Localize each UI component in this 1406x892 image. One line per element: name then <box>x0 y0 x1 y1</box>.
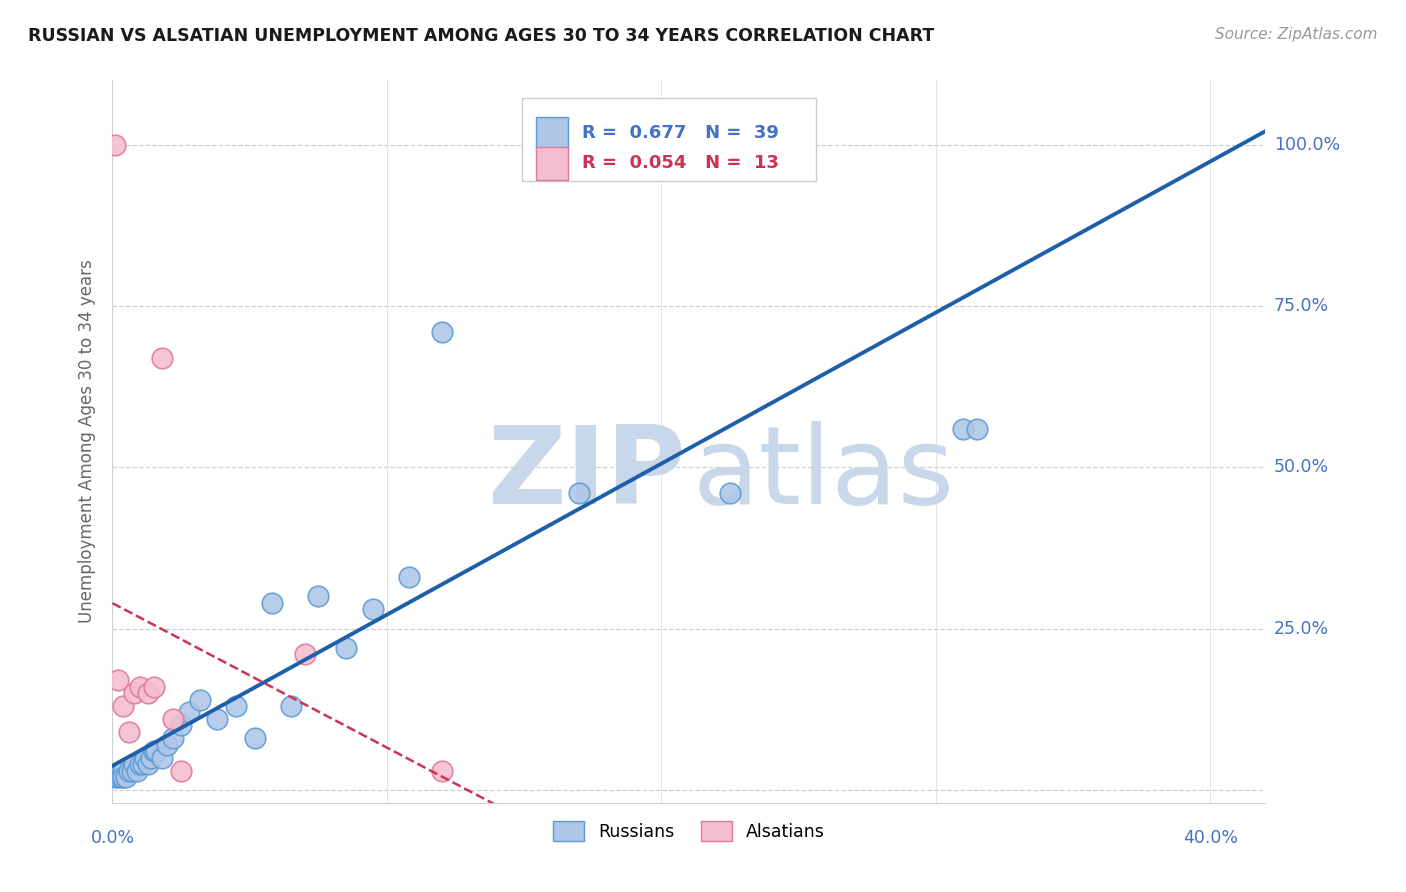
Point <box>112 764 135 778</box>
Point <box>127 764 149 778</box>
Point <box>112 770 135 784</box>
Point <box>150 750 173 764</box>
Point <box>361 602 384 616</box>
Text: 50.0%: 50.0% <box>1274 458 1329 476</box>
Point <box>134 750 156 764</box>
Point <box>124 757 146 772</box>
Point <box>115 770 138 784</box>
Text: 25.0%: 25.0% <box>1274 620 1329 638</box>
Point <box>205 712 228 726</box>
Point <box>142 744 165 758</box>
Point <box>225 699 247 714</box>
Point <box>118 724 141 739</box>
Point <box>112 699 135 714</box>
Point <box>179 706 201 720</box>
Point <box>129 757 152 772</box>
Point <box>121 764 143 778</box>
Point <box>145 744 167 758</box>
Point <box>104 137 127 152</box>
Point <box>398 570 420 584</box>
Text: R =  0.054   N =  13: R = 0.054 N = 13 <box>582 154 779 172</box>
Point <box>124 686 146 700</box>
Point <box>966 422 988 436</box>
Point <box>131 757 153 772</box>
Point <box>718 486 741 500</box>
Point <box>142 680 165 694</box>
Point <box>952 422 974 436</box>
Point <box>294 648 316 662</box>
Text: 40.0%: 40.0% <box>1182 829 1239 847</box>
Point <box>260 596 283 610</box>
Text: Source: ZipAtlas.com: Source: ZipAtlas.com <box>1215 27 1378 42</box>
Point <box>430 325 453 339</box>
Point <box>568 486 591 500</box>
Point <box>107 770 129 784</box>
Point <box>136 686 159 700</box>
Point <box>129 680 152 694</box>
Point <box>104 770 127 784</box>
Point <box>110 770 132 784</box>
Point <box>156 738 179 752</box>
Point <box>335 640 357 655</box>
Point <box>136 757 159 772</box>
Point <box>162 712 184 726</box>
Text: RUSSIAN VS ALSATIAN UNEMPLOYMENT AMONG AGES 30 TO 34 YEARS CORRELATION CHART: RUSSIAN VS ALSATIAN UNEMPLOYMENT AMONG A… <box>28 27 935 45</box>
Point <box>747 137 769 152</box>
Point <box>118 764 141 778</box>
Point <box>430 764 453 778</box>
Point <box>107 673 129 688</box>
Point <box>139 750 162 764</box>
Text: 75.0%: 75.0% <box>1274 297 1329 315</box>
Point <box>110 764 132 778</box>
Text: 0.0%: 0.0% <box>90 829 135 847</box>
Point <box>188 692 211 706</box>
Text: ZIP: ZIP <box>486 421 686 527</box>
Point <box>170 718 193 732</box>
Text: atlas: atlas <box>692 421 955 527</box>
Text: 100.0%: 100.0% <box>1274 136 1340 153</box>
Point <box>307 590 329 604</box>
Point <box>170 764 193 778</box>
Bar <box>536 147 568 179</box>
Legend: Russians, Alsatians: Russians, Alsatians <box>547 814 831 848</box>
Y-axis label: Unemployment Among Ages 30 to 34 years: Unemployment Among Ages 30 to 34 years <box>77 260 96 624</box>
Point <box>162 731 184 746</box>
Bar <box>522 98 815 181</box>
Point <box>280 699 302 714</box>
Point <box>245 731 267 746</box>
Bar <box>536 117 568 149</box>
Point <box>150 351 173 365</box>
Text: R =  0.677   N =  39: R = 0.677 N = 39 <box>582 124 779 142</box>
